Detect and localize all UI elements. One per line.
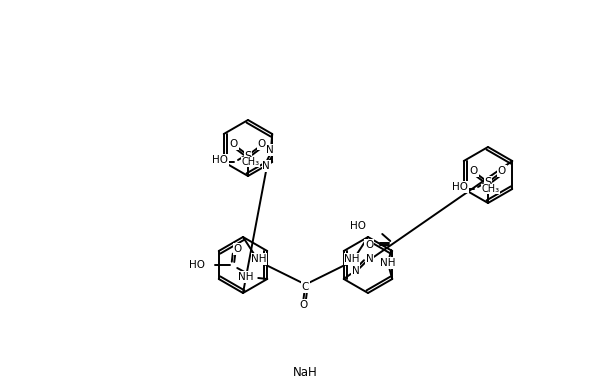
Text: HO: HO	[189, 260, 205, 270]
Text: O: O	[258, 139, 266, 149]
Text: HO: HO	[350, 221, 366, 231]
Text: C: C	[302, 282, 309, 292]
Text: CH₃: CH₃	[242, 157, 260, 167]
Text: O: O	[365, 240, 373, 250]
Text: NH: NH	[344, 254, 360, 264]
Text: N: N	[266, 145, 274, 155]
Text: O: O	[498, 166, 506, 176]
Text: CH₃: CH₃	[481, 184, 500, 194]
Text: N: N	[366, 254, 373, 264]
Text: NH: NH	[251, 254, 267, 264]
Text: NH: NH	[238, 272, 253, 282]
Text: O: O	[230, 139, 238, 149]
Text: N: N	[352, 266, 360, 276]
Text: HO: HO	[452, 182, 468, 192]
Text: N: N	[262, 161, 270, 171]
Text: NaH: NaH	[293, 365, 317, 379]
Text: NH: NH	[381, 258, 396, 268]
Text: S: S	[244, 149, 252, 163]
Text: S: S	[485, 177, 492, 189]
Text: HO: HO	[212, 155, 228, 165]
Text: O: O	[299, 300, 307, 310]
Text: O: O	[233, 244, 241, 254]
Text: O: O	[470, 166, 478, 176]
